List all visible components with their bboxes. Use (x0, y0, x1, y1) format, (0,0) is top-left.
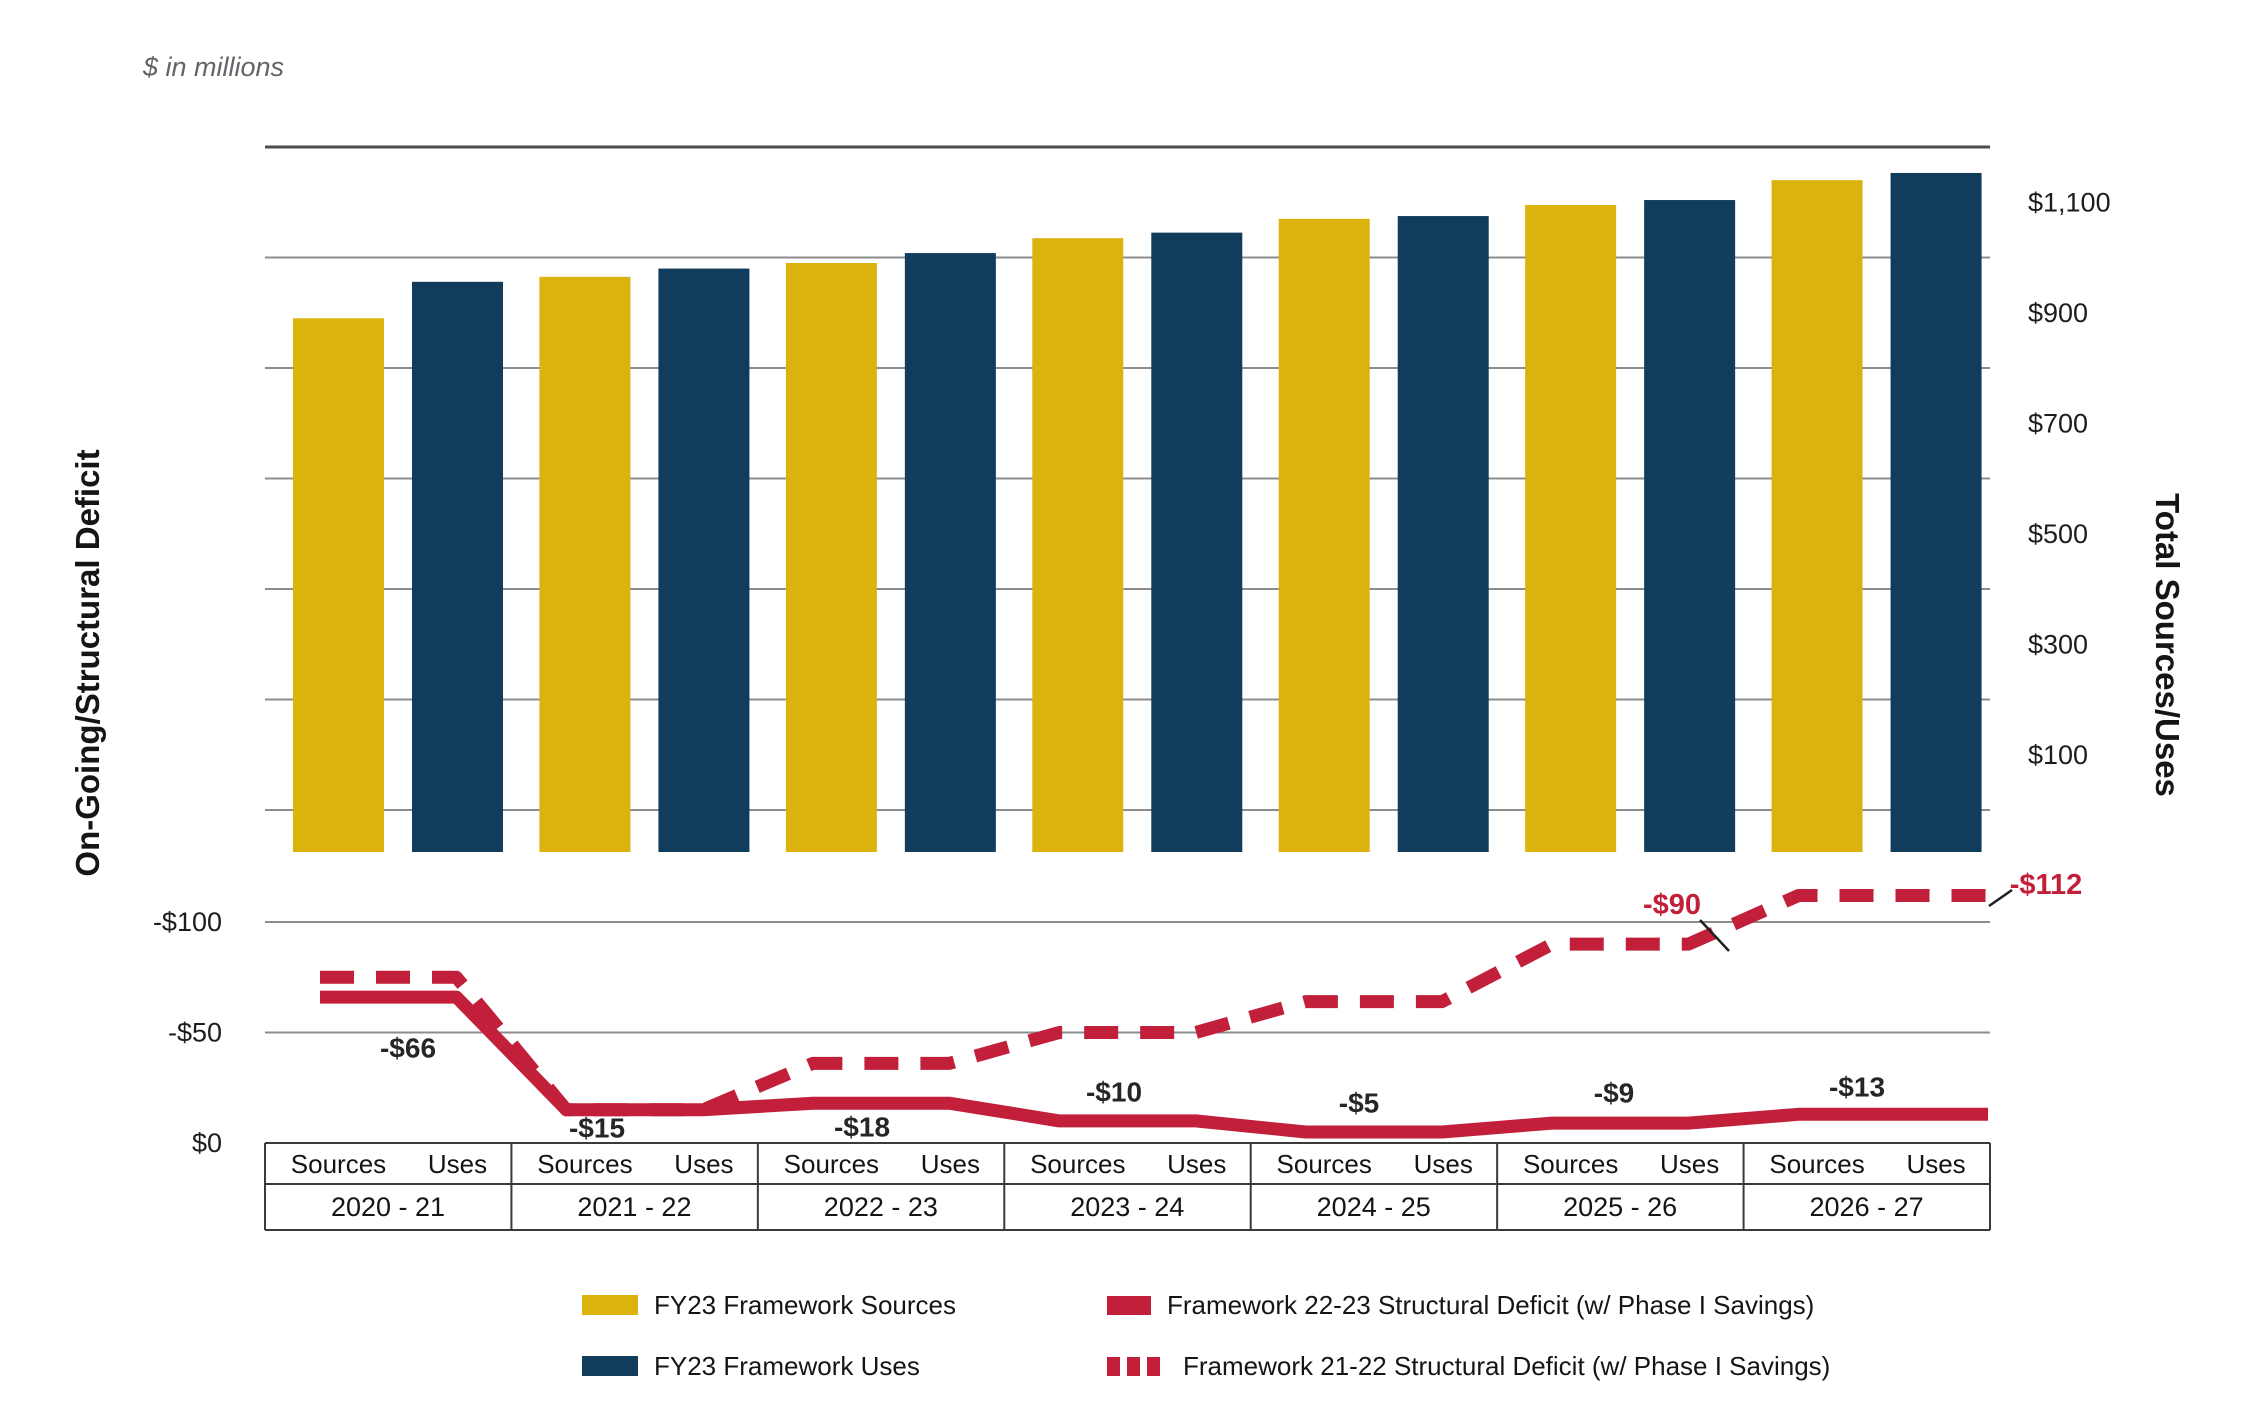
right-axis-tick-label: $300 (2028, 629, 2088, 659)
uses-swatch (582, 1356, 638, 1376)
label-callout-line (1699, 919, 1730, 952)
legend-label-uses: FY23 Framework Uses (654, 1350, 920, 1381)
solid-deficit-label: -$18 (834, 1112, 890, 1143)
left-axis-tick-label: -$100 (153, 907, 222, 937)
solid-deficit-label: -$9 (1594, 1078, 1634, 1109)
sources-bar (1525, 205, 1617, 852)
legend-item-deficit-2122: Framework 21-22 Structural Deficit (w/ P… (1107, 1347, 1830, 1385)
sources-bar (785, 263, 877, 852)
year-label: 2021 - 22 (577, 1192, 691, 1222)
right-axis-tick-label: $700 (2028, 408, 2088, 438)
sources-column-label: Sources (537, 1149, 632, 1179)
left-axis-tick-label: -$50 (168, 1018, 222, 1048)
deficit-line-dashed-21-22 (320, 889, 1988, 1117)
year-label: 2024 - 25 (1317, 1192, 1431, 1222)
label-callout-line (1988, 888, 2013, 908)
deficit-line-solid-22-23 (320, 990, 1988, 1139)
legend-item-uses: FY23 Framework Uses (582, 1347, 920, 1385)
solid-deficit-label: -$10 (1086, 1077, 1142, 1108)
year-label: 2020 - 21 (331, 1192, 445, 1222)
legend-label-deficit-2223: Framework 22-23 Structural Deficit (w/ P… (1167, 1289, 1815, 1320)
sources-column-label: Sources (1277, 1149, 1372, 1179)
sources-bar (293, 318, 384, 852)
units-note: $ in millions (143, 52, 285, 82)
dashed-deficit-label: -$112 (2010, 869, 2083, 901)
uses-column-label: Uses (921, 1149, 980, 1179)
year-label: 2022 - 23 (824, 1192, 938, 1222)
uses-column-label: Uses (1167, 1149, 1226, 1179)
uses-bar (1644, 200, 1736, 853)
left-axis-tick-label: $0 (192, 1128, 222, 1158)
uses-column-label: Uses (674, 1149, 733, 1179)
uses-bar (1397, 216, 1489, 852)
uses-bar (412, 281, 503, 852)
year-label: 2025 - 26 (1563, 1192, 1677, 1222)
year-label: 2023 - 24 (1070, 1192, 1184, 1222)
sources-bar (1032, 238, 1124, 853)
uses-column-label: Uses (1414, 1149, 1473, 1179)
sources-column-label: Sources (291, 1149, 386, 1179)
sources-column-label: Sources (784, 1149, 879, 1179)
sources-bar (1771, 180, 1863, 852)
sources-column-label: Sources (1030, 1149, 1125, 1179)
sources-bar (539, 276, 631, 852)
right-axis-tick-label: $900 (2028, 298, 2088, 328)
legend-item-sources: FY23 Framework Sources (582, 1286, 956, 1324)
solid-line-swatch (1107, 1295, 1151, 1315)
solid-deficit-label: -$13 (1829, 1072, 1885, 1103)
uses-column-label: Uses (1660, 1149, 1719, 1179)
dashed-deficit-label: -$90 (1643, 889, 1701, 921)
year-label: 2026 - 27 (1810, 1192, 1924, 1222)
legend-label-sources: FY23 Framework Sources (654, 1289, 956, 1320)
uses-bar (658, 268, 750, 852)
uses-column-label: Uses (428, 1149, 487, 1179)
legend-item-deficit-2223: Framework 22-23 Structural Deficit (w/ P… (1107, 1286, 1814, 1324)
dashed-line-swatch (1107, 1356, 1167, 1376)
uses-bar (904, 253, 996, 852)
legend-label-deficit-2122: Framework 21-22 Structural Deficit (w/ P… (1183, 1350, 1831, 1381)
right-axis-tick-label: $1,100 (2028, 187, 2111, 217)
uses-bar (1151, 232, 1243, 852)
solid-deficit-label: -$66 (380, 1033, 436, 1064)
sources-bar (1278, 218, 1370, 852)
sources-column-label: Sources (1769, 1149, 1864, 1179)
solid-deficit-label: -$5 (1339, 1088, 1379, 1119)
uses-column-label: Uses (1906, 1149, 1965, 1179)
sources-swatch (582, 1295, 638, 1315)
right-axis-tick-label: $500 (2028, 519, 2088, 549)
right-axis-tick-label: $100 (2028, 740, 2088, 770)
uses-bar (1890, 172, 1982, 852)
solid-deficit-label: -$15 (569, 1113, 625, 1144)
sources-column-label: Sources (1523, 1149, 1618, 1179)
